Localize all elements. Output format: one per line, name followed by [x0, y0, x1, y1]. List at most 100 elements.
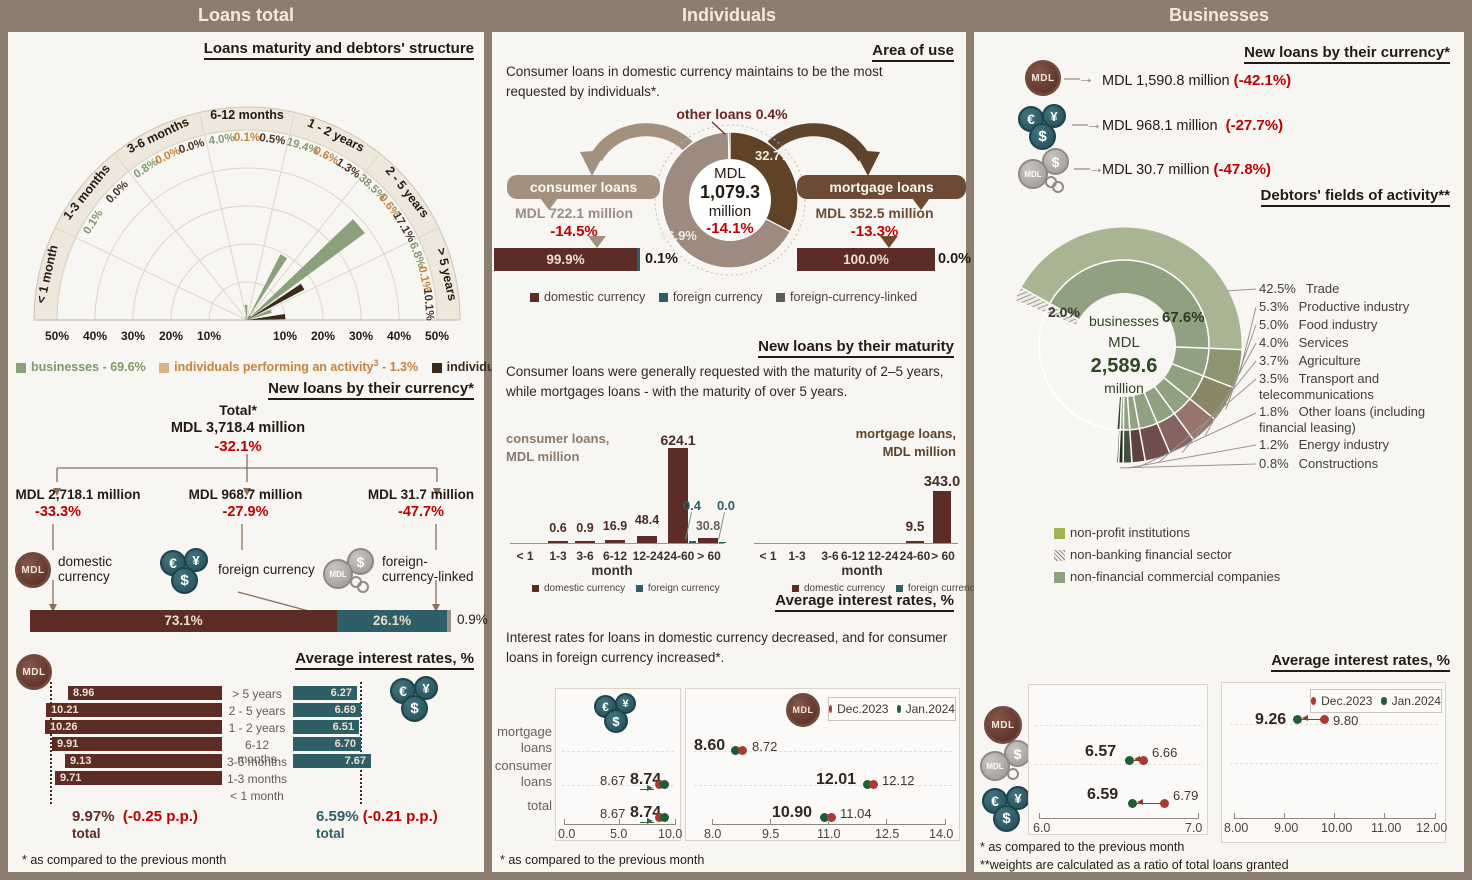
consumer-chart-title-line2: MDL million	[506, 448, 580, 464]
dec-dot	[827, 813, 836, 822]
svg-text:2,589.6: 2,589.6	[1091, 355, 1158, 377]
nonbanking-pct-label: 2.0%	[1048, 304, 1080, 320]
x-tick-label: 0.0	[558, 827, 576, 841]
fx-bar: 6.51	[293, 720, 359, 734]
mdl-coin-icon: MDL	[984, 706, 1022, 744]
x-tick	[770, 819, 771, 824]
jan-dot	[660, 780, 669, 789]
x-tick-label: 11.0	[817, 827, 841, 841]
nonprofit-swatch-icon	[1054, 528, 1065, 540]
total-dec-value: 8.67	[600, 806, 626, 821]
consumer-foreign-bar	[719, 542, 726, 543]
svg-text:50%: 50%	[45, 329, 69, 343]
dollar-coin-icon: $	[993, 805, 1020, 832]
mortgage-change: -13.3%	[850, 223, 899, 240]
x-axis-title: month	[591, 563, 633, 578]
mortgage-chart-title-line1: mortgage loans,	[855, 426, 956, 441]
gridline	[1035, 725, 1201, 726]
share-linked	[447, 610, 451, 632]
interest-title-right: Average interest rates, %	[1271, 652, 1450, 672]
mdl-coin-tornado-icon: MDL	[16, 654, 52, 690]
total-jan-value: 8.74	[630, 804, 662, 821]
consumer-bar	[605, 540, 625, 543]
biz-currency-row-linked: MDL 30.7 million (-47.8%)	[1102, 161, 1272, 178]
svg-text:10.1%: 10.1%	[421, 288, 436, 322]
svg-text:6-12 months: 6-12 months	[210, 108, 284, 122]
jan-dot	[820, 813, 829, 822]
yen-coin-icon: ¥	[184, 548, 208, 572]
currency-total-label: Total*	[219, 402, 257, 418]
legend-item-businesses: businesses - 69.6%	[16, 360, 146, 374]
consumer-value: 0.9	[576, 521, 594, 535]
mortgage-ribbon: mortgage loans	[797, 175, 966, 199]
fx-total-dotted-line	[360, 682, 362, 804]
x-cat: 12-24	[632, 549, 664, 563]
branch-linked-label: foreign-currency-linked	[382, 554, 474, 584]
consumer-pct-label: 66.9%	[660, 228, 697, 243]
field-row: 3.5% Transport and telecommunications	[1259, 371, 1380, 402]
svg-text:20%: 20%	[311, 329, 335, 343]
x-axis	[564, 819, 676, 825]
gridline	[694, 751, 952, 752]
mdl-coin-icon: MDL	[15, 552, 51, 588]
fx-coins-icon: € ¥ $	[1018, 104, 1070, 152]
mdl-gray-coin-icon: MDL	[1018, 159, 1048, 189]
field-row: 42.5% Trade	[1259, 281, 1340, 296]
consumer-bar	[668, 448, 688, 543]
footnote-right-1: * as compared to the previous month	[980, 840, 1185, 854]
consumer-domestic-share: 99.9%	[494, 248, 637, 271]
consumer-ribbon: consumer loans	[507, 175, 660, 199]
x-tick-label: 7.0	[1185, 821, 1203, 835]
chain-link2-icon	[1052, 181, 1064, 193]
x-cat: 1-3	[788, 549, 806, 563]
fx-bar: 6.70	[293, 737, 361, 751]
svg-text:0.1%: 0.1%	[234, 132, 260, 144]
tornado-row-label: < 1 month	[230, 789, 284, 803]
gridline	[694, 785, 952, 786]
domestic-swatch-icon	[792, 584, 799, 592]
share-domestic: 73.1%	[30, 610, 337, 632]
mortgage-amount: MDL 352.5 million	[815, 205, 934, 221]
fan-axis-labels: 50% 40% 30% 20% 10% 10% 20% 30% 40% 50%	[45, 329, 449, 343]
consumer-chart-title-line1: consumer loans,	[506, 431, 610, 446]
x-cat: 6-12	[840, 549, 866, 563]
area-of-use-title: Area of use	[872, 42, 954, 62]
nonbanking-swatch-icon	[1054, 550, 1065, 562]
gridline	[562, 751, 674, 752]
biz-fx-rates-panel: 6.57 6.66 6.59 6.79 6.0 7.0	[1028, 684, 1208, 835]
x-tick	[1334, 813, 1335, 818]
x-tick-label: 10.0	[658, 827, 683, 841]
consumer-value: 48.4	[634, 513, 660, 527]
svg-text:30%: 30%	[121, 329, 145, 343]
dec-dot	[869, 780, 878, 789]
mdl-total-dotted-line	[50, 682, 52, 804]
x-cat: 24-60	[663, 549, 695, 563]
mortgage-value: 343.0	[923, 474, 961, 490]
chain-link-icon	[1007, 768, 1019, 780]
mdl-coin-small-icon: MDL	[786, 693, 820, 727]
branch-foreign-label: foreign currency	[218, 562, 315, 577]
mdl-jan-value: 9.26	[1255, 711, 1287, 728]
interest-title-left: Average interest rates, %	[295, 650, 474, 670]
gridline	[1230, 763, 1438, 764]
activity-title: Debtors' fields of activity**	[1260, 187, 1450, 207]
jan-dot	[863, 780, 872, 789]
consumer-foreign-share	[637, 248, 640, 271]
x-tick-label: 10.00	[1321, 821, 1353, 835]
svg-text:10%: 10%	[273, 329, 297, 343]
decrease-arrow-icon	[1136, 799, 1160, 806]
consumer-foreign-value: 0.4	[682, 498, 702, 513]
field-row: 4.0% Services	[1259, 335, 1349, 350]
tornado-row-label: 3-6 months	[226, 755, 288, 769]
consumer-baseline	[510, 543, 724, 544]
consumer-foreign-bar	[689, 541, 696, 543]
fx-jan-value: 6.59	[1087, 786, 1119, 803]
consumer-value: 624.1	[660, 432, 696, 448]
branch-foreign-amount: MDL 968.7 million	[188, 487, 303, 502]
mdl-bar: 9.13	[65, 754, 222, 768]
x-tick-label: 9.00	[1274, 821, 1299, 835]
dec-dot-icon	[829, 705, 833, 713]
branch-domestic-change: -33.3%	[35, 504, 81, 520]
activity-donut-chart: 2.0% 67.6% businesses MDL 2,589.6 millio…	[1006, 227, 1257, 469]
scatter-row-label: consumer loans	[494, 758, 552, 790]
